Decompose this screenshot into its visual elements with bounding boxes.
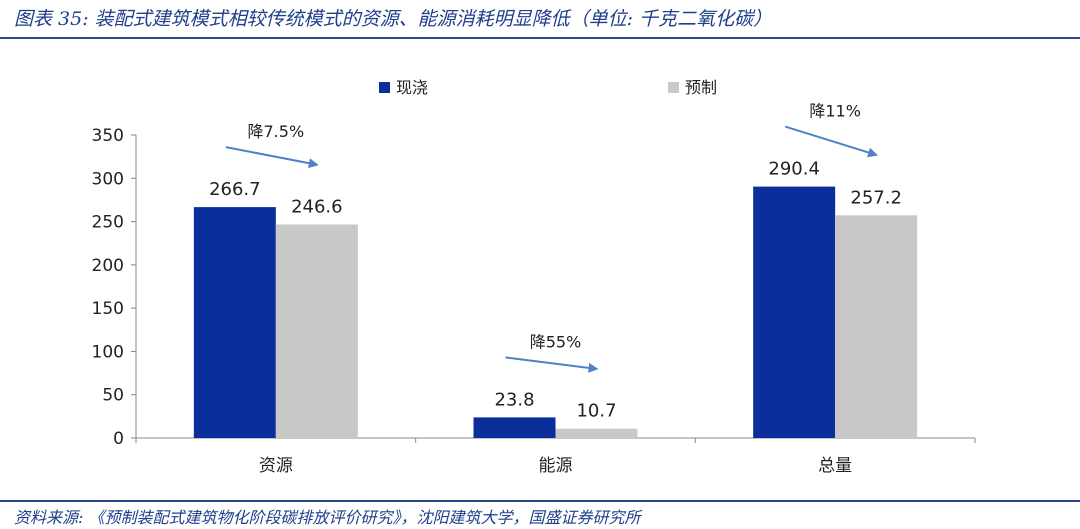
data-label: 266.7 bbox=[209, 179, 261, 200]
chart-axes: 0 50 100 150 200 250 300 350 资源 能源 总量 bbox=[92, 126, 976, 476]
data-label: 246.6 bbox=[291, 197, 343, 218]
data-label: 10.7 bbox=[576, 401, 616, 422]
bar-chart: 0 50 100 150 200 250 300 350 资源 能源 总量 266.7 246.6 23… bbox=[92, 78, 976, 476]
y-tick-label: 300 bbox=[92, 169, 124, 189]
trend-arrow bbox=[505, 356, 599, 373]
y-tick-label: 0 bbox=[113, 429, 124, 449]
x-category-label: 能源 bbox=[539, 456, 573, 476]
title-divider bbox=[0, 37, 1080, 39]
bar-prefab bbox=[555, 428, 638, 438]
annotation-label: 降7.5% bbox=[248, 122, 305, 141]
bar-prefab bbox=[835, 215, 918, 438]
data-label: 23.8 bbox=[494, 389, 534, 410]
bar-cast-in-place bbox=[473, 417, 556, 438]
chart-data-labels: 266.7 246.6 23.8 10.7 290.4 257.2 bbox=[209, 159, 902, 422]
chart-legend: 现浇 预制 bbox=[379, 78, 717, 97]
annotation-label: 降55% bbox=[530, 332, 582, 351]
data-label: 290.4 bbox=[768, 159, 820, 180]
source-note: 资料来源: 《预制装配式建筑物化阶段碳排放评价研究》，沈阳建筑大学，国盛证券研究… bbox=[14, 508, 641, 527]
y-tick-label: 200 bbox=[92, 256, 124, 276]
x-category-label: 总量 bbox=[818, 456, 852, 476]
y-tick-label: 250 bbox=[92, 213, 124, 233]
source-divider bbox=[0, 500, 1080, 502]
legend-label: 预制 bbox=[685, 78, 717, 97]
y-tick-label: 350 bbox=[92, 126, 124, 146]
legend-swatch bbox=[379, 82, 390, 93]
data-label: 257.2 bbox=[850, 187, 902, 208]
trend-arrow bbox=[784, 125, 879, 158]
annotation-label: 降11% bbox=[809, 102, 861, 121]
y-tick-label: 50 bbox=[102, 386, 124, 406]
chart-bars bbox=[193, 186, 918, 438]
bar-cast-in-place bbox=[193, 207, 276, 438]
y-tick-label: 100 bbox=[92, 342, 124, 362]
bar-prefab bbox=[275, 224, 358, 438]
chart-annotations: 降7.5% 降55% 降11% bbox=[225, 102, 879, 373]
trend-arrow bbox=[225, 146, 319, 169]
x-category-label: 资源 bbox=[259, 456, 293, 476]
legend-swatch bbox=[668, 82, 679, 93]
bar-cast-in-place bbox=[753, 186, 836, 438]
y-tick-label: 150 bbox=[92, 299, 124, 319]
legend-label: 现浇 bbox=[396, 78, 428, 97]
figure-title: 图表 35: 装配式建筑模式相较传统模式的资源、能源消耗明显降低（单位: 千克二… bbox=[14, 8, 773, 30]
